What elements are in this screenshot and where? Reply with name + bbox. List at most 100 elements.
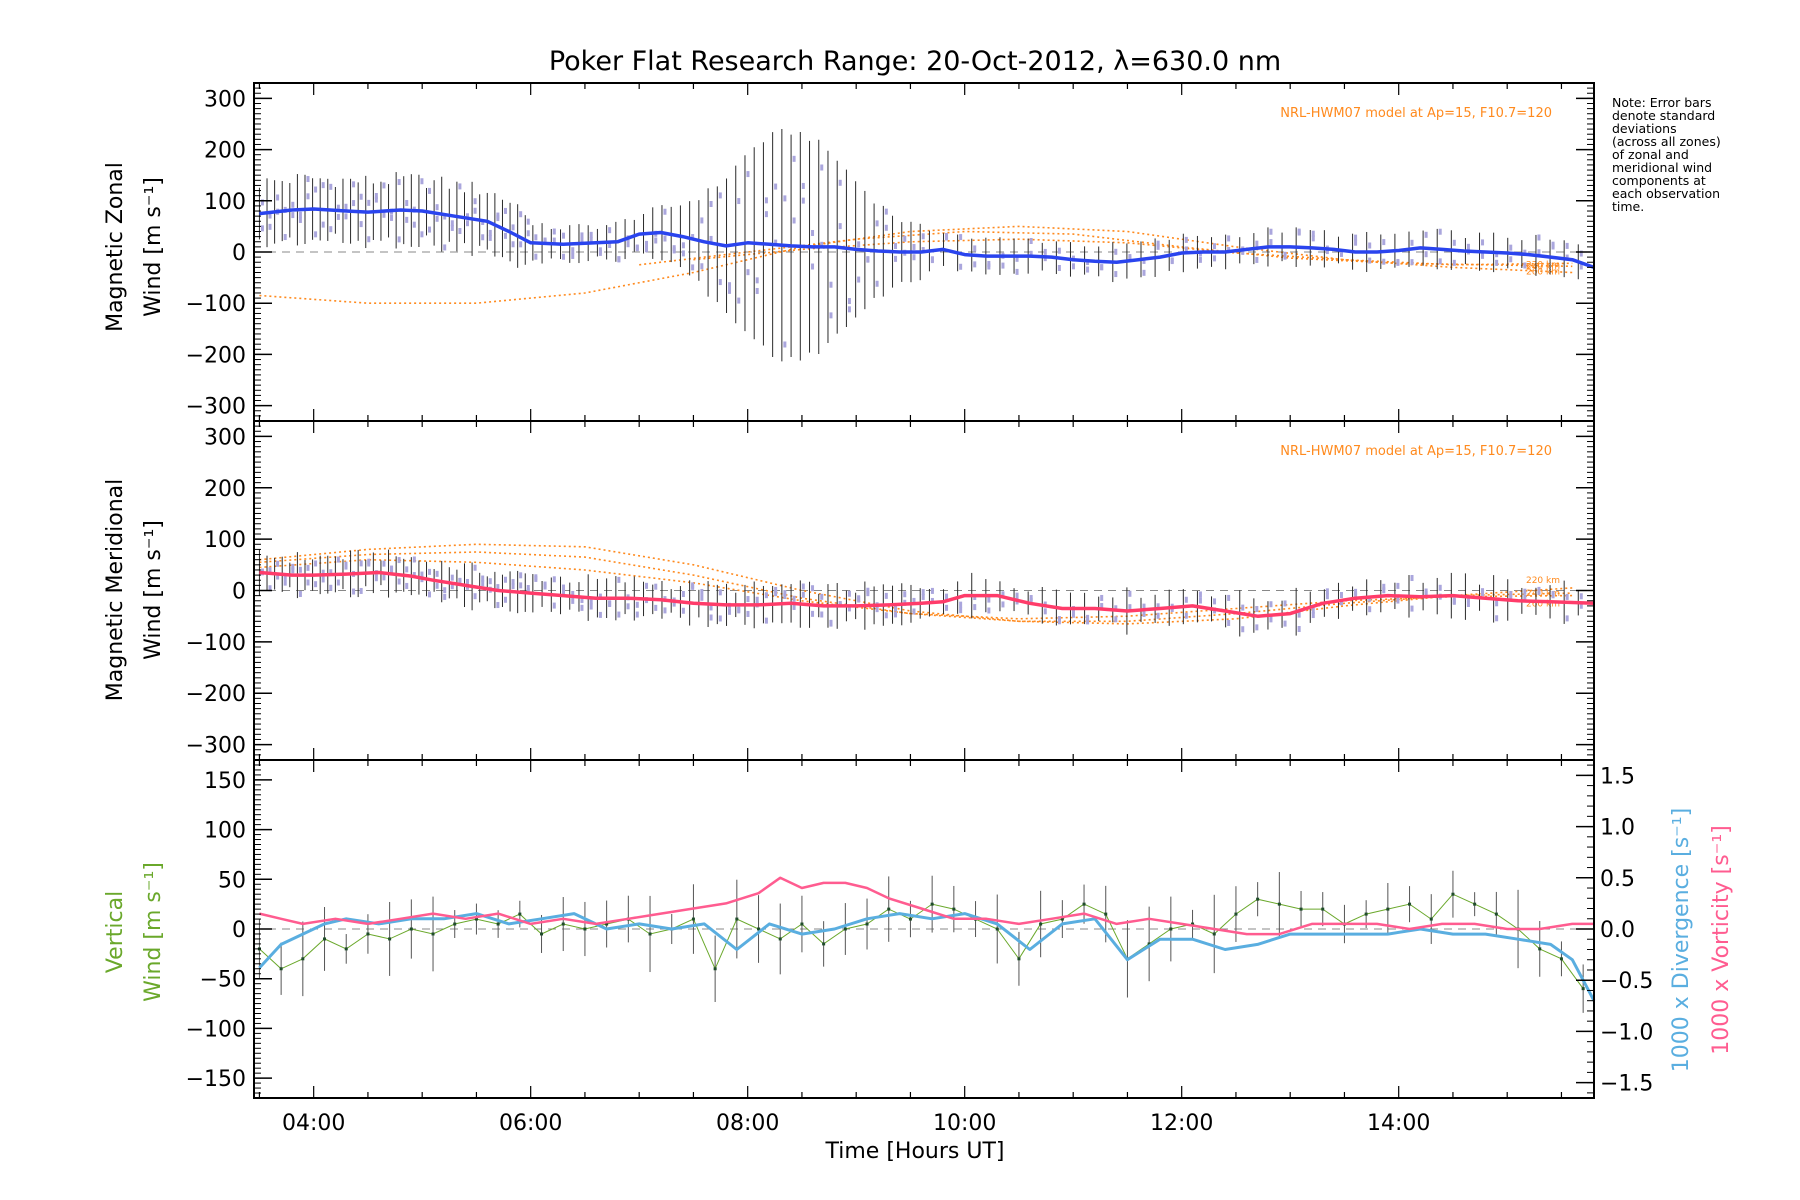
vertical-wind-point bbox=[1169, 927, 1173, 931]
zone-point bbox=[829, 620, 833, 627]
zone-point bbox=[811, 610, 815, 617]
zone-point bbox=[1424, 251, 1428, 258]
zone-point bbox=[420, 231, 424, 238]
zone-point bbox=[1565, 593, 1569, 600]
zone-point bbox=[443, 213, 447, 220]
vertical-wind-point bbox=[1060, 917, 1064, 921]
zone-point bbox=[552, 237, 556, 244]
zone-point bbox=[571, 247, 575, 254]
zone-point bbox=[291, 567, 295, 574]
x-tick-label: 08:00 bbox=[716, 1111, 779, 1136]
zone-point bbox=[589, 598, 593, 605]
zone-point bbox=[503, 596, 507, 603]
zone-point bbox=[1297, 626, 1301, 633]
zone-point bbox=[496, 212, 500, 219]
zone-point bbox=[746, 610, 750, 617]
model-curve bbox=[259, 225, 1573, 304]
zone-point bbox=[382, 574, 386, 581]
zone-point bbox=[435, 570, 439, 577]
zone-point bbox=[450, 224, 454, 231]
vertical-wind-point bbox=[301, 957, 305, 961]
zone-point bbox=[1071, 611, 1075, 618]
zone-point bbox=[1241, 604, 1245, 611]
zone-point bbox=[1015, 255, 1019, 262]
zone-point bbox=[503, 207, 507, 214]
zone-point bbox=[382, 211, 386, 218]
zone-point bbox=[1184, 246, 1188, 253]
altitude-label: 240 km bbox=[1526, 262, 1560, 272]
x-tick-label: 10:00 bbox=[933, 1111, 996, 1136]
zone-point bbox=[945, 593, 949, 600]
zone-point bbox=[1382, 258, 1386, 265]
zone-point bbox=[1198, 597, 1202, 604]
zone-point bbox=[519, 572, 523, 579]
zone-point bbox=[276, 573, 280, 580]
zone-point bbox=[875, 220, 879, 227]
vertical-wind-point bbox=[1364, 912, 1368, 916]
zone-point bbox=[1579, 593, 1583, 600]
zone-point bbox=[1354, 239, 1358, 246]
altitude-label: 220 km bbox=[1526, 576, 1560, 586]
zone-point bbox=[435, 582, 439, 589]
zone-point bbox=[291, 212, 295, 219]
zone-point bbox=[912, 597, 916, 604]
zone-point bbox=[857, 241, 861, 248]
zone-point bbox=[306, 564, 310, 571]
vorticity-line bbox=[259, 876, 1594, 936]
vertical-wind-point bbox=[691, 917, 695, 921]
zone-point bbox=[987, 260, 991, 267]
zone-point bbox=[792, 217, 796, 224]
zone-point bbox=[589, 603, 593, 610]
vertical-ylabel-line2: Wind [m s⁻¹] bbox=[141, 862, 166, 1002]
x-tick-label: 04:00 bbox=[282, 1111, 345, 1136]
x-tick-label: 06:00 bbox=[499, 1111, 562, 1136]
meridional-model-label: NRL-HWM07 model at Ap=15, F10.7=120 bbox=[1280, 444, 1552, 459]
zone-point bbox=[930, 256, 934, 263]
zone-point bbox=[1156, 243, 1160, 250]
zone-point bbox=[1509, 244, 1513, 251]
zone-point bbox=[1551, 592, 1555, 599]
y-tick-label: 100 bbox=[204, 190, 246, 215]
zone-point bbox=[450, 583, 454, 590]
zone-point bbox=[1086, 266, 1090, 273]
note-line: deviations bbox=[1612, 121, 1677, 136]
zone-point bbox=[987, 596, 991, 603]
zone-point bbox=[314, 560, 318, 567]
model-curve bbox=[639, 230, 1573, 268]
zone-point bbox=[1100, 264, 1104, 271]
zone-point bbox=[329, 226, 333, 233]
vertical-wind-point bbox=[757, 927, 761, 931]
zone-point bbox=[672, 247, 676, 254]
zone-point bbox=[473, 207, 477, 214]
zone-point bbox=[352, 200, 356, 207]
vertical-wind-point bbox=[279, 967, 283, 971]
zone-point bbox=[1438, 228, 1442, 235]
vertical-wind-point bbox=[409, 927, 413, 931]
zone-point bbox=[1001, 262, 1005, 269]
zone-point bbox=[875, 606, 879, 613]
y2-tick-label: 1.0 bbox=[1600, 816, 1635, 841]
zone-point bbox=[352, 588, 356, 595]
zone-point bbox=[764, 592, 768, 599]
zone-point bbox=[608, 227, 612, 234]
zone-point bbox=[374, 196, 378, 203]
zone-point bbox=[663, 235, 667, 242]
zone-point bbox=[884, 612, 888, 619]
zone-point bbox=[488, 234, 492, 241]
zone-point bbox=[458, 183, 462, 190]
zone-point bbox=[1156, 603, 1160, 610]
zone-point bbox=[1438, 258, 1442, 265]
zone-point bbox=[709, 614, 713, 621]
zone-point bbox=[283, 579, 287, 586]
zone-point bbox=[562, 588, 566, 595]
zone-point bbox=[635, 601, 639, 608]
zone-point bbox=[1410, 605, 1414, 612]
zonal-model-label: NRL-HWM07 model at Ap=15, F10.7=120 bbox=[1280, 106, 1552, 121]
vertical-wind-point bbox=[1277, 902, 1281, 906]
zone-point bbox=[921, 593, 925, 600]
zone-point bbox=[503, 576, 507, 583]
zone-point bbox=[894, 605, 898, 612]
zone-point bbox=[1283, 600, 1287, 607]
zone-point bbox=[774, 590, 778, 597]
